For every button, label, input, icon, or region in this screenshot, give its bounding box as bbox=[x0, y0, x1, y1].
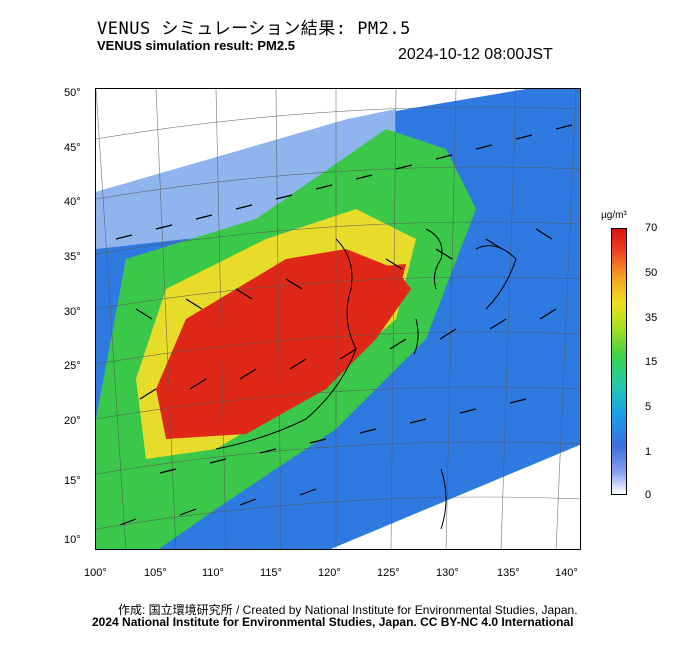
map-canvas bbox=[96, 89, 580, 549]
colorbar-tick-1: 1 bbox=[645, 446, 652, 458]
wind-vectors bbox=[115, 124, 573, 526]
lat-label-20: 20° bbox=[64, 415, 81, 427]
lon-label-130: 130° bbox=[436, 567, 459, 579]
lat-label-40: 40° bbox=[64, 196, 81, 208]
colorbar-tick-70: 70 bbox=[645, 222, 658, 234]
colorbar-tick-50: 50 bbox=[645, 267, 658, 279]
lat-label-30: 30° bbox=[64, 306, 81, 318]
lon-label-110: 110° bbox=[202, 567, 224, 579]
lat-label-15: 15° bbox=[64, 475, 81, 487]
pm25-map bbox=[95, 88, 581, 550]
credit-line: 作成: 国立環境研究所 / Created by National Instit… bbox=[118, 603, 578, 617]
title-english: VENUS simulation result: PM2.5 bbox=[97, 38, 295, 53]
graticule bbox=[96, 89, 580, 549]
colorbar bbox=[611, 228, 627, 495]
colorbar-unit: µg/m³ bbox=[601, 210, 627, 221]
lon-label-135: 135° bbox=[497, 567, 520, 579]
lat-label-50: 50° bbox=[64, 87, 81, 99]
forecast-timestamp: 2024-10-12 08:00JST bbox=[398, 46, 553, 63]
coastlines bbox=[215, 228, 517, 530]
license-line: 2024 National Institute for Environmenta… bbox=[92, 615, 574, 629]
lat-label-45: 45° bbox=[64, 142, 81, 154]
lon-label-120: 120° bbox=[318, 567, 341, 579]
lon-label-105: 105° bbox=[144, 567, 167, 579]
lat-label-25: 25° bbox=[64, 360, 81, 372]
title-japanese: VENUS シミュレーション結果: PM2.5 bbox=[97, 19, 411, 39]
colorbar-tick-5: 5 bbox=[645, 401, 652, 413]
colorbar-tick-15: 15 bbox=[645, 356, 658, 368]
lat-label-35: 35° bbox=[64, 251, 81, 263]
high-concentration-east bbox=[346, 264, 406, 304]
lon-label-100: 100° bbox=[84, 567, 107, 579]
lon-label-140: 140° bbox=[555, 567, 578, 579]
colorbar-tick-35: 35 bbox=[645, 312, 658, 324]
lon-label-125: 125° bbox=[377, 567, 400, 579]
colorbar-tick-0: 0 bbox=[645, 489, 652, 501]
lat-label-10: 10° bbox=[64, 534, 81, 546]
lon-label-115: 115° bbox=[260, 567, 282, 579]
high-concentration-region bbox=[156, 249, 411, 439]
